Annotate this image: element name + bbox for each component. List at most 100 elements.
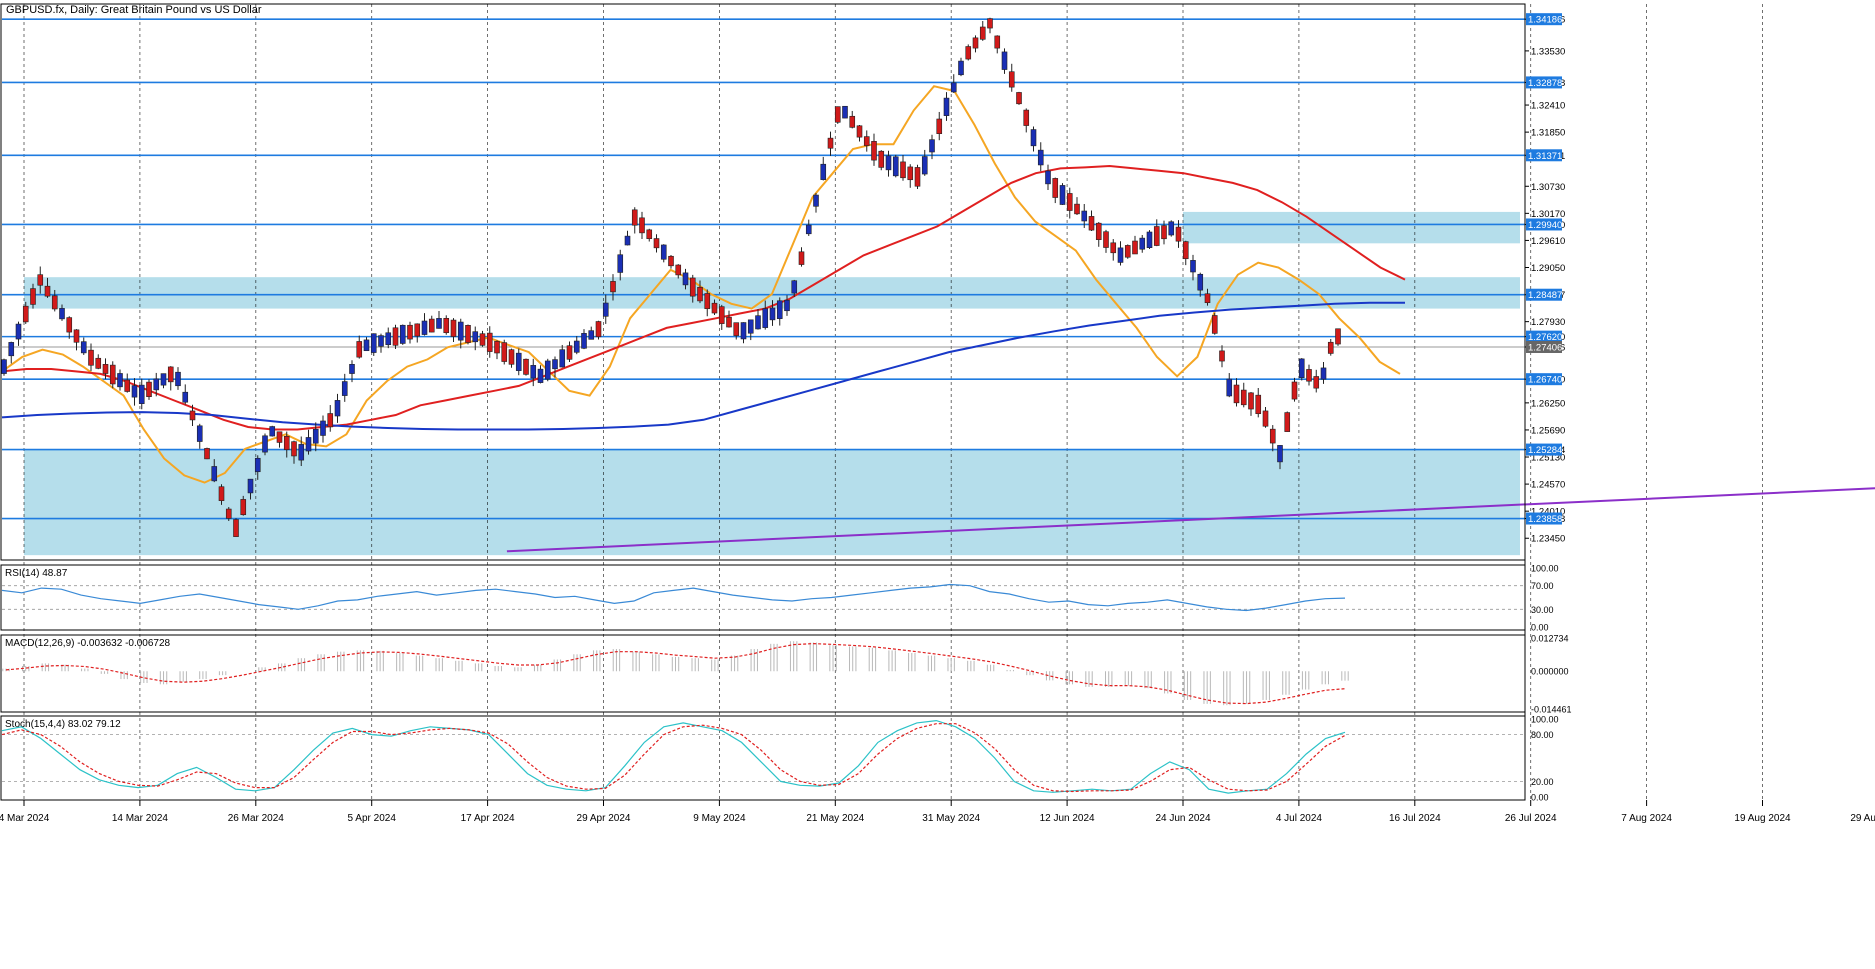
candle-body <box>1023 109 1030 126</box>
candle-body <box>95 357 102 369</box>
candle-body <box>1030 129 1037 147</box>
candle-body <box>566 345 573 360</box>
stoch-tick-label: 20.00 <box>1531 777 1554 787</box>
x-tick-label: 12 Jun 2024 <box>1040 813 1095 824</box>
candle-body <box>1045 170 1051 185</box>
candle-body <box>298 444 305 461</box>
candle-body <box>305 437 312 452</box>
candle-body <box>378 335 384 347</box>
candle-body <box>936 118 943 134</box>
candle-body <box>871 141 877 161</box>
trendline[interactable] <box>506 435 1875 553</box>
candle-body <box>1074 203 1080 215</box>
y-tick-label: 1.29050 <box>1531 263 1565 274</box>
y-tick-label: 1.26250 <box>1531 398 1565 409</box>
x-tick-label: 29 Apr 2024 <box>577 813 631 824</box>
candle-body <box>240 499 247 516</box>
candle-body <box>450 319 457 337</box>
candle-body <box>167 366 174 383</box>
candle-body <box>182 391 189 403</box>
candle-body <box>1168 221 1175 236</box>
x-tick-label: 26 Jul 2024 <box>1505 813 1557 824</box>
rsi-tick-label: 30.00 <box>1531 605 1554 615</box>
candle-body <box>878 150 885 168</box>
candle-body <box>124 379 131 392</box>
candle-body <box>1059 185 1066 205</box>
x-tick-label: 26 Mar 2024 <box>228 813 285 824</box>
level-label: 1.34186 <box>1528 15 1562 26</box>
candle-body <box>631 209 638 226</box>
y-tick-label: 1.30730 <box>1531 182 1565 193</box>
candle-body <box>508 349 515 365</box>
candle-body <box>247 478 254 494</box>
candle-body <box>146 381 152 398</box>
candle-body <box>581 333 587 349</box>
y-tick-label: 1.30170 <box>1531 209 1565 220</box>
candle-body <box>363 339 370 352</box>
candle-body <box>704 293 711 310</box>
candle-body <box>1269 428 1276 444</box>
moving-average-line <box>1 164 1406 431</box>
candle-body <box>769 307 776 321</box>
candle-body <box>1277 445 1283 463</box>
candle-body <box>44 285 51 297</box>
candle-body <box>327 413 334 428</box>
candle-body <box>965 46 972 60</box>
candle-body <box>1132 240 1138 255</box>
candle-body <box>312 428 319 444</box>
candle-body <box>682 272 689 286</box>
candle-body <box>1313 376 1320 389</box>
candle-body <box>262 435 268 453</box>
x-tick-label: 19 Aug 2024 <box>1734 813 1791 824</box>
rsi-tick-label: 0.00 <box>1531 623 1549 633</box>
level-label-box <box>1526 76 1562 89</box>
candle-body <box>1255 394 1262 415</box>
level-label-box <box>1526 149 1562 162</box>
candle-body <box>668 255 674 267</box>
candle-body <box>530 365 537 379</box>
candle-body <box>225 508 232 519</box>
level-label-box <box>1526 288 1562 301</box>
candle-body <box>827 137 834 149</box>
x-tick-label: 17 Apr 2024 <box>461 813 515 824</box>
candle-body <box>276 431 283 443</box>
candle-body <box>921 156 928 175</box>
stoch-tick-label: 100.00 <box>1531 715 1559 725</box>
candle-body <box>660 244 667 260</box>
y-tick-label: 1.32410 <box>1531 101 1565 112</box>
level-label: 1.27620 <box>1528 332 1562 343</box>
candle-body <box>885 155 892 171</box>
candle-body <box>421 320 428 335</box>
candle-body <box>1190 260 1196 273</box>
candle-body <box>1306 369 1312 382</box>
candle-body <box>1037 149 1044 166</box>
candle-body <box>494 341 500 354</box>
candle-body <box>1298 358 1305 379</box>
candle-body <box>443 318 450 334</box>
candle-body <box>900 161 906 179</box>
candle-body <box>747 319 754 334</box>
candle-body <box>73 329 80 343</box>
candle-body <box>914 167 921 187</box>
candle-body <box>588 330 595 340</box>
candle-body <box>269 426 276 437</box>
candle-body <box>334 400 341 417</box>
candle-body <box>1262 410 1269 427</box>
candle-body <box>892 156 899 177</box>
candle-body <box>153 378 160 391</box>
candle-body <box>784 299 790 312</box>
candle-body <box>805 224 812 235</box>
candle-body <box>639 217 645 234</box>
candle-body <box>1175 226 1182 242</box>
candle-body <box>617 254 624 273</box>
candle-body <box>711 302 718 314</box>
candle-body <box>544 360 551 380</box>
candle-body <box>1081 210 1088 222</box>
chart-title: GBPUSD.fx, Daily: Great Britain Pound vs… <box>6 4 262 16</box>
level-label-box <box>1526 373 1562 386</box>
candle-body <box>436 318 442 329</box>
candle-body <box>726 316 732 328</box>
candle-body <box>196 425 203 442</box>
